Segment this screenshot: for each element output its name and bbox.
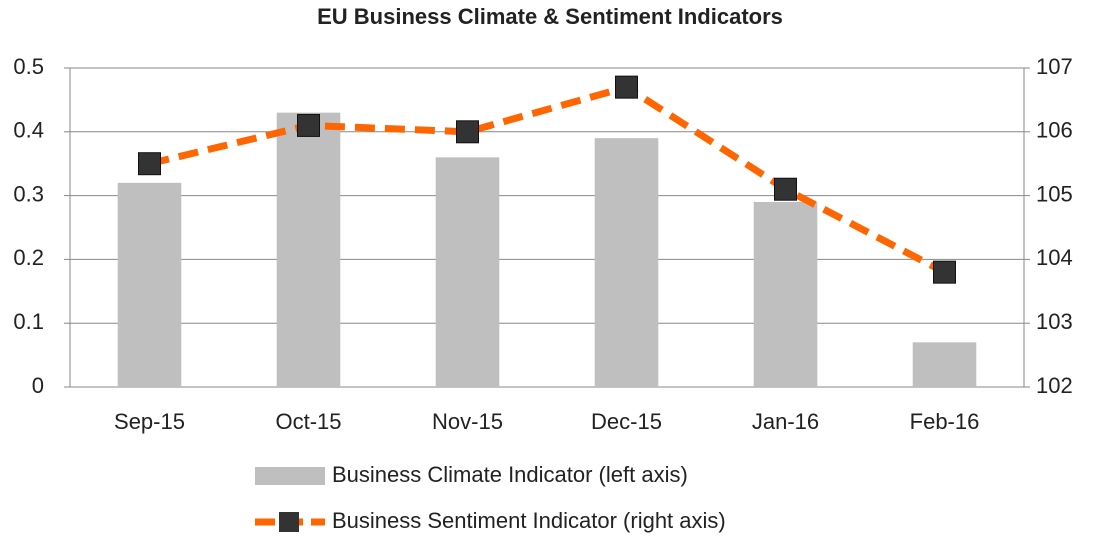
y-tick-label: 0.4 [13,118,44,143]
marker [297,113,320,137]
marker [933,260,956,284]
y-tick-label: 0.2 [13,245,44,270]
bar [435,157,500,387]
legend-swatch [255,467,325,485]
x-tick-label: Dec-15 [591,409,662,434]
marker [456,120,479,144]
y-tick-label: 0.1 [13,309,44,334]
marker [138,152,161,176]
bar [117,182,182,387]
y2-tick-label: 106 [1036,118,1073,143]
bar [594,138,659,387]
bar [912,342,977,387]
y-tick-label: 0.5 [13,54,44,79]
x-tick-label: Feb-16 [910,409,980,434]
y2-tick-label: 105 [1036,181,1073,206]
legend-marker [279,512,299,532]
x-tick-label: Jan-16 [752,409,819,434]
x-tick-label: Oct-15 [275,409,341,434]
legend-label: Business Sentiment Indicator (right axis… [332,508,726,533]
y2-tick-label: 104 [1036,245,1073,270]
y2-tick-label: 107 [1036,54,1073,79]
bar [276,112,341,387]
x-tick-label: Nov-15 [432,409,503,434]
y2-tick-label: 103 [1036,309,1073,334]
line [148,83,947,276]
marker [774,177,797,201]
x-tick-label: Sep-15 [114,409,185,434]
chart-title: EU Business Climate & Sentiment Indicato… [317,4,783,29]
y2-tick-label: 102 [1036,373,1073,398]
y-tick-label: 0 [32,373,44,398]
bar [753,201,818,387]
legend-label: Business Climate Indicator (left axis) [332,462,688,487]
marker [615,75,638,99]
y-tick-label: 0.3 [13,181,44,206]
